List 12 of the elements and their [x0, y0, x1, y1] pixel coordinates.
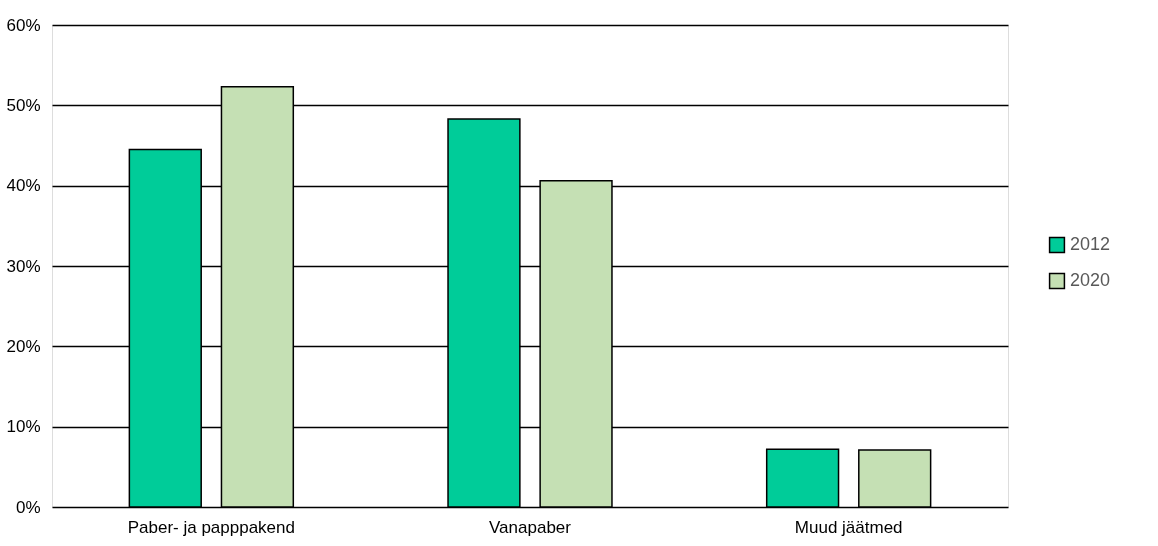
y-tick-label: 40%	[6, 176, 41, 196]
y-tick-label: 20%	[6, 336, 41, 356]
legend-label: 2020	[1070, 270, 1111, 290]
y-tick-label: 60%	[6, 15, 41, 35]
y-tick-label: 10%	[6, 417, 41, 437]
y-tick-label: 30%	[6, 256, 41, 276]
y-tick-label: 0%	[15, 497, 41, 517]
y-tick-label: 50%	[6, 95, 41, 115]
x-tick-label: Vanapaber	[489, 517, 572, 537]
x-tick-label: Muud jäätmed	[794, 517, 903, 537]
x-tick-label: Paber- ja papppakend	[127, 517, 295, 537]
legend-label: 2012	[1070, 234, 1111, 254]
